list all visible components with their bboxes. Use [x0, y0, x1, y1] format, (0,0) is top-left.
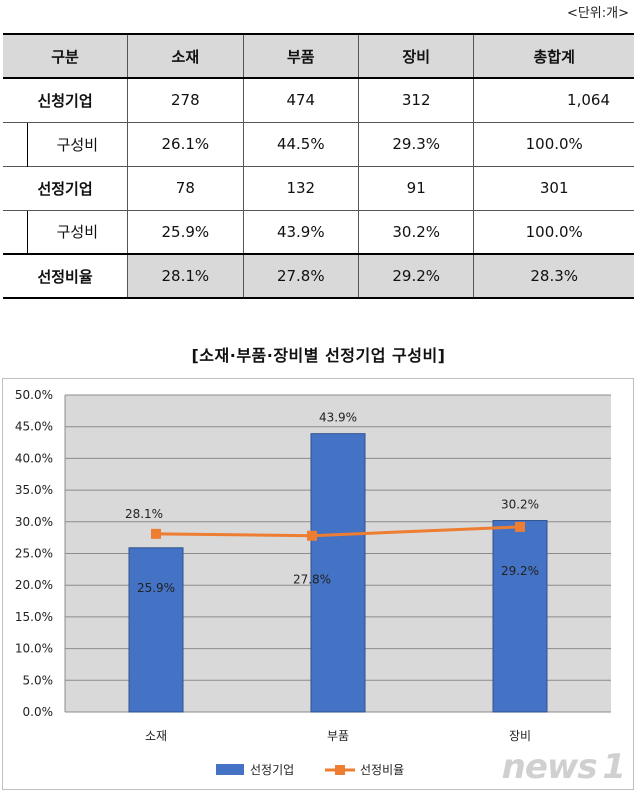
header-material: 소재 — [127, 33, 244, 79]
line-marker — [307, 530, 317, 541]
line-marker — [151, 528, 161, 539]
y-tick-label: 40.0% — [15, 451, 53, 465]
bar-data-label: 25.9% — [137, 581, 175, 595]
chart-frame: 0.0% 5.0% 10.0% 15.0% 20.0% 25.0% 30.0% 35.0% 40… — [2, 378, 634, 790]
cell: 43.9% — [242, 209, 359, 255]
table-header-row: 구분 소재 부품 장비 총합계 — [3, 33, 634, 79]
y-tick-label: 10.0% — [15, 642, 53, 656]
y-tick-label: 15.0% — [15, 610, 53, 624]
table-row-applied: 신청기업 278 474 312 1,064 — [3, 77, 634, 123]
chart-title: [소재·부품·장비별 선정기업 구성비] — [191, 346, 446, 365]
cell: 28.3% — [473, 253, 634, 299]
line-data-label: 29.2% — [501, 564, 539, 578]
cell: 312 — [357, 77, 475, 123]
legend-bar-swatch — [216, 764, 244, 775]
table-row-selection-rate: 선정비율 28.1% 27.8% 29.2% 28.3% — [3, 253, 634, 299]
cell: 132 — [242, 165, 359, 211]
row-label-selected: 선정기업 — [3, 165, 129, 211]
y-tick-label: 50.0% — [15, 388, 53, 402]
legend-label-rate: 선정비율 — [360, 763, 404, 777]
legend-label-selected: 선정기업 — [250, 763, 294, 777]
row-label-selection-rate: 선정비율 — [3, 253, 129, 299]
cell: 100.0% — [473, 209, 634, 255]
cell: 278 — [127, 77, 244, 123]
news1-watermark-logo: news 1 — [501, 747, 626, 787]
line-marker — [515, 521, 525, 532]
y-tick-label: 0.0% — [23, 705, 54, 719]
chart-svg: 0.0% 5.0% 10.0% 15.0% 20.0% 25.0% 30.0% 35.0% 40… — [15, 388, 611, 777]
bar — [310, 433, 366, 713]
cell: 25.9% — [127, 209, 244, 255]
cell: 28.1% — [127, 253, 244, 299]
y-tick-label: 30.0% — [15, 515, 53, 529]
indent-spacer — [3, 210, 28, 254]
cell: 30.2% — [357, 209, 475, 255]
cell: 100.0% — [473, 121, 634, 167]
bar-data-label: 30.2% — [501, 498, 539, 512]
unit-note: <단위:개> — [566, 6, 629, 21]
bar-data-label: 43.9% — [319, 411, 357, 425]
cell: 91 — [357, 165, 475, 211]
header-equipment: 장비 — [357, 33, 475, 79]
line-data-label: 27.8% — [293, 573, 331, 587]
bar — [128, 547, 184, 713]
y-tick-label: 35.0% — [15, 483, 53, 497]
cell: 29.2% — [357, 253, 475, 299]
header-category: 구분 — [3, 33, 129, 79]
cell: 27.8% — [242, 253, 359, 299]
y-tick-label: 20.0% — [15, 578, 53, 592]
table-row-selected: 선정기업 78 132 91 301 — [3, 165, 634, 211]
row-label-applied-ratio: 구성비 — [26, 121, 129, 167]
summary-table: 구분 소재 부품 장비 총합계 신청기업 278 474 312 1,064 구… — [3, 33, 634, 299]
table-row-applied-ratio: 구성비 26.1% 44.5% 29.3% 100.0% — [3, 121, 634, 167]
table-row-selected-ratio: 구성비 25.9% 43.9% 30.2% 100.0% — [3, 209, 634, 255]
bar — [492, 520, 548, 713]
cell: 301 — [473, 165, 634, 211]
x-tick-label: 부품 — [327, 729, 349, 743]
header-parts: 부품 — [242, 33, 359, 79]
cell: 44.5% — [242, 121, 359, 167]
cell: 1,064 — [473, 77, 634, 123]
y-tick-label: 45.0% — [15, 420, 53, 434]
x-tick-label: 소재 — [145, 729, 167, 743]
cell: 78 — [127, 165, 244, 211]
indent-spacer — [3, 122, 28, 166]
row-label-applied: 신청기업 — [3, 77, 129, 123]
legend-line-marker — [335, 765, 345, 775]
y-tick-label: 25.0% — [15, 547, 53, 561]
x-tick-label: 장비 — [509, 729, 531, 743]
y-tick-label: 5.0% — [23, 673, 54, 687]
cell: 26.1% — [127, 121, 244, 167]
cell: 29.3% — [357, 121, 475, 167]
row-label-selected-ratio: 구성비 — [26, 209, 129, 255]
header-total: 총합계 — [473, 33, 634, 79]
cell: 474 — [242, 77, 359, 123]
line-data-label: 28.1% — [125, 507, 163, 521]
